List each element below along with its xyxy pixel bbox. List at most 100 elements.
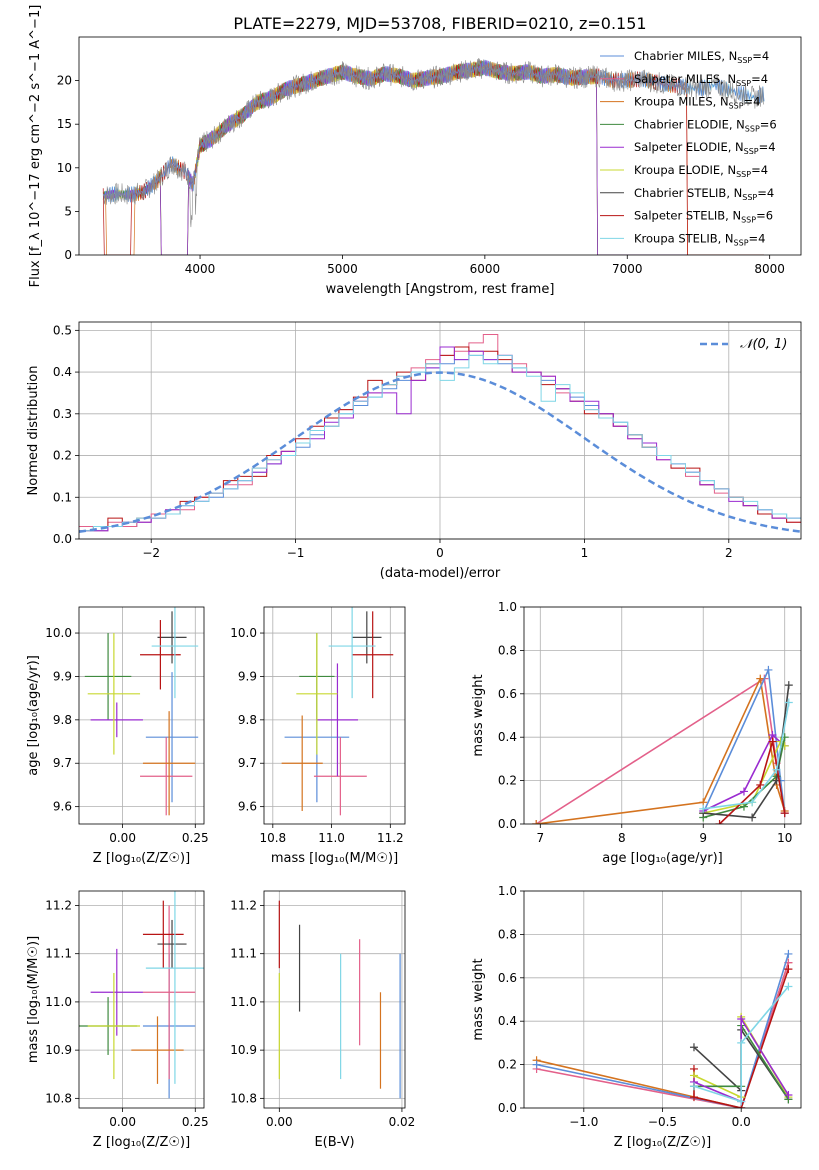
x-tick-label: 7000 (612, 262, 643, 276)
x-tick-label: −1.0 (569, 1115, 598, 1129)
weight-marker (784, 681, 793, 690)
legend-entry: Salpeter STELIB, NSSP=6 (634, 209, 773, 225)
y-tick-label: 9.8 (53, 713, 72, 727)
y-tick-label: 20 (57, 74, 72, 88)
legend-entry: Chabrier MILES, NSSP=4 (634, 49, 769, 65)
weight-marker (780, 809, 789, 818)
y-tick-label: 0.0 (498, 817, 517, 831)
weight-marker (699, 804, 708, 813)
x-axis-label: E(B-V) (314, 1135, 354, 1150)
x-axis-label: Z [log₁₀(Z/Z☉)] (93, 851, 190, 866)
weight_vs_age-plot-area (532, 665, 793, 824)
x-tick-label: 5000 (327, 262, 358, 276)
y-tick-label: 9.7 (238, 756, 257, 770)
weight-marker (737, 1097, 746, 1106)
weight-marker (532, 1060, 541, 1069)
y-tick-label: 9.7 (53, 756, 72, 770)
x-axis-label: Z [log₁₀(Z/Z☉)] (614, 1135, 711, 1150)
x-tick-label: 11.2 (377, 831, 404, 845)
weight-marker (756, 674, 765, 683)
weight-line (703, 702, 790, 810)
x-tick-label: 11.0 (318, 831, 345, 845)
weight-line (702, 733, 786, 812)
legend-entry: Kroupa MILES, NSSP=4 (634, 95, 760, 111)
y-tick-label: 1.0 (498, 600, 517, 614)
mass_vs_Z-frame (78, 890, 205, 1109)
x-tick-label: 8000 (754, 262, 785, 276)
figure-title: PLATE=2279, MJD=53708, FIBERID=0210, z=0… (233, 14, 646, 33)
legend-entry: Salpeter MILES, NSSP=4 (634, 72, 768, 88)
y-tick-label: 0.6 (498, 687, 517, 701)
x-tick-label: 2 (725, 546, 733, 560)
y-tick-label: 0.2 (498, 774, 517, 788)
normal-curve (79, 371, 801, 533)
x-tick-label: 1 (581, 546, 589, 560)
y-tick-label: 0.0 (53, 532, 72, 546)
weight-marker (784, 949, 793, 958)
x-tick-label: 7 (536, 831, 544, 845)
x-tick-label: 0.00 (109, 831, 136, 845)
weight_vs_Z-plot-area (532, 949, 793, 1108)
weight-marker (784, 982, 793, 991)
residuals-frame (78, 321, 802, 540)
legend-entry: Kroupa STELIB, NSSP=4 (634, 231, 765, 247)
y-axis-label: mass weight (471, 958, 486, 1040)
weight-line (693, 985, 790, 1103)
y-axis-label: Flux [f_λ 10^−17 erg cm^−2 s^−1 A^−1] (28, 5, 43, 288)
y-tick-label: 9.9 (238, 669, 257, 683)
x-tick-label: 6000 (470, 262, 501, 276)
weight-marker (748, 798, 757, 807)
y-tick-label: 11.0 (45, 995, 72, 1009)
weight-marker (737, 1038, 746, 1047)
weight_vs_age-panel: 7 8 9 10 0.0 0.2 0.4 0.6 0.8 1.0 age [log₁₀(age/yr… (471, 600, 802, 866)
y-tick-label: 9.6 (53, 800, 72, 814)
x-tick-label: 0.00 (266, 1115, 293, 1129)
weight-marker (780, 741, 789, 750)
weight-marker (768, 737, 777, 746)
weight-marker (737, 1015, 746, 1024)
x-axis-label: mass [log₁₀(M/M☉)] (271, 851, 398, 866)
residuals-plot-area (79, 334, 801, 533)
mass_vs_EBV-frame (263, 890, 406, 1109)
age_vs_Z-panel: 0.00 0.25 9.6 9.7 9.8 9.9 10.0 Z [log₁₀(Z/Z☉)] a… (26, 606, 209, 866)
residuals-panel: −2 −1 0 1 2 0.0 0.1 0.2 0.3 0.4 0.5 (data-model)/er… (26, 321, 802, 581)
y-tick-label: 9.6 (238, 800, 257, 814)
legend-entry: Salpeter ELODIE, NSSP=4 (634, 140, 776, 156)
x-tick-label: −1 (287, 546, 305, 560)
y-tick-label: 0.6 (498, 971, 517, 985)
legend-entry: Chabrier ELODIE, NSSP=6 (634, 117, 777, 133)
y-tick-label: 5 (64, 204, 72, 218)
y-tick-label: 0.3 (53, 407, 72, 421)
y-tick-label: 0.1 (53, 490, 72, 504)
age_vs_mass-panel: 10.8 11.0 11.2 9.6 9.7 9.8 9.9 10.0 mass [log₁₀(… (230, 606, 406, 866)
age_vs_Z-frame (78, 606, 205, 825)
legend-entry: Chabrier STELIB, NSSP=4 (634, 186, 774, 202)
residuals-legend: 𝒩(0, 1) (700, 337, 787, 352)
weight-marker (689, 1043, 698, 1052)
x-tick-label: 0.25 (182, 831, 209, 845)
x-tick-label: 0.25 (182, 1115, 209, 1129)
spectrum-legend: Chabrier MILES, NSSP=4 Salpeter MILES, NS… (600, 49, 777, 247)
y-tick-label: 0.4 (53, 365, 72, 379)
weight-line (536, 962, 790, 1108)
x-tick-label: 9 (699, 831, 707, 845)
x-tick-label: 0.0 (732, 1115, 751, 1129)
legend-entry: 𝒩(0, 1) (740, 337, 787, 352)
spectrum-plot-area (102, 58, 765, 255)
y-tick-label: 10.9 (45, 1043, 72, 1057)
weight-marker (689, 1082, 698, 1091)
mass_vs_EBV-plot-area (278, 900, 401, 1099)
y-tick-label: 0.0 (498, 1101, 517, 1115)
weight_vs_Z-frame (523, 890, 802, 1109)
y-tick-label: 0.4 (498, 730, 517, 744)
x-axis-label: Z [log₁₀(Z/Z☉)] (93, 1135, 190, 1150)
weight-marker (739, 787, 748, 796)
x-axis-label: (data-model)/error (380, 566, 501, 581)
x-axis-label: wavelength [Angstrom, rest frame] (326, 282, 555, 297)
age_vs_mass-frame (263, 606, 406, 825)
y-tick-label: 11.1 (230, 947, 257, 961)
spectrum-frame (78, 36, 802, 256)
x-axis-label: age [log₁₀(age/yr)] (602, 851, 723, 866)
